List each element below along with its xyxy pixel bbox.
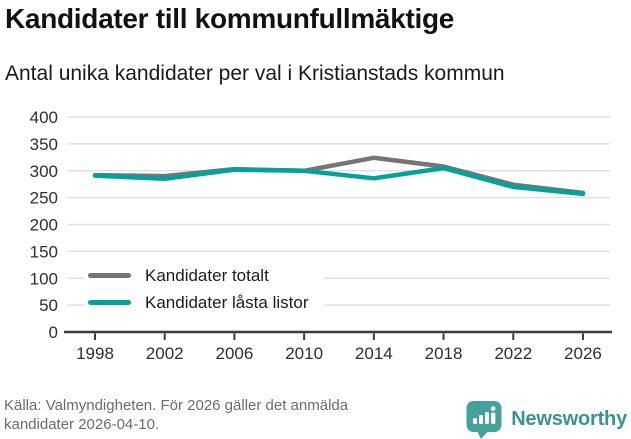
svg-text:250: 250 <box>30 189 58 208</box>
svg-text:350: 350 <box>30 135 58 154</box>
svg-text:2018: 2018 <box>425 344 463 363</box>
svg-text:1998: 1998 <box>76 344 114 363</box>
newsworthy-brand: Newsworthy <box>465 399 627 439</box>
svg-text:100: 100 <box>30 269 58 288</box>
newsworthy-chart-bubble-icon <box>466 401 502 439</box>
svg-text:400: 400 <box>30 108 58 127</box>
svg-text:2022: 2022 <box>494 344 532 363</box>
legend-label: Kandidater låsta listor <box>145 292 309 312</box>
svg-text:2010: 2010 <box>285 344 323 363</box>
legend-label: Kandidater totalt <box>145 265 269 285</box>
legend-item-locked-lists: Kandidater låsta listor <box>88 289 308 316</box>
svg-text:2026: 2026 <box>564 344 602 363</box>
line-chart: 0 50 100 150 200 250 300 350 400 1998 2002 2006 2010… <box>30 108 612 363</box>
page-subtitle: Antal unika kandidater per val i Kristia… <box>5 62 505 85</box>
svg-text:200: 200 <box>30 216 58 235</box>
svg-text:2006: 2006 <box>216 344 254 363</box>
legend-item-total: Kandidater totalt <box>88 262 308 289</box>
svg-text:2014: 2014 <box>355 344 393 363</box>
svg-text:0: 0 <box>49 323 58 342</box>
svg-text:50: 50 <box>39 296 58 315</box>
legend-swatch <box>88 300 131 305</box>
source-note: Källa: Valmyndigheten. För 2026 gäller d… <box>4 397 349 433</box>
bubble-shape <box>466 401 502 432</box>
svg-text:2002: 2002 <box>146 344 184 363</box>
chart-legend: Kandidater totalt Kandidater låsta listo… <box>84 260 325 318</box>
brand-name: Newsworthy <box>511 407 627 430</box>
svg-text:150: 150 <box>30 242 58 261</box>
page-title: Kandidater till kommunfullmäktige <box>5 3 455 34</box>
legend-swatch <box>88 273 131 278</box>
svg-text:300: 300 <box>30 162 58 181</box>
bubble-tail <box>476 429 491 439</box>
